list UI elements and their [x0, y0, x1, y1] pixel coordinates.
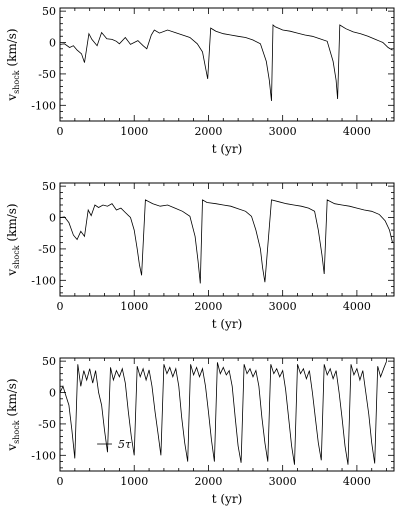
y-tick-label: -50: [38, 68, 56, 81]
chart-panel-1: 0 1000 2000 3000 4000 50 0 -50 -100 t (yr) vshock …: [5, 5, 395, 156]
y-tick-label: 0: [49, 212, 56, 225]
x-tick-label: 0: [57, 300, 64, 313]
y-tick-label: -50: [38, 418, 56, 431]
x-tick-label: 0: [57, 475, 64, 488]
y-tick-label: 50: [42, 355, 56, 368]
series-line-1: [59, 24, 393, 101]
x-tick-label: 3000: [269, 475, 297, 488]
plot-frame: [59, 357, 395, 472]
x-tick-label: 2000: [194, 125, 222, 138]
series-line-1: [59, 199, 393, 284]
x-tick-label: 0: [57, 125, 64, 138]
y-tick-label: 50: [42, 180, 56, 193]
x-axis-title: t (yr): [212, 492, 243, 506]
y-tick-label: -100: [31, 99, 56, 112]
y-tick-label: -50: [38, 243, 56, 256]
x-tick-label: 1000: [120, 300, 148, 313]
y-tick-label: 0: [49, 387, 56, 400]
x-tick-label: 4000: [343, 475, 371, 488]
y-tick-label: -100: [31, 449, 56, 462]
x-tick-label: 1000: [120, 125, 148, 138]
plot-frame: [59, 182, 395, 297]
y-tick-label: 50: [42, 5, 56, 18]
series-line-1: [59, 360, 387, 465]
plot-frame: [59, 7, 395, 122]
y-tick-label: 0: [49, 37, 56, 50]
x-axis-title: t (yr): [212, 142, 243, 156]
y-axis-title: vshock (km/s): [5, 203, 21, 276]
y-tick-label: -100: [31, 274, 56, 287]
x-tick-label: 3000: [269, 125, 297, 138]
x-axis-title: t (yr): [212, 317, 243, 331]
x-tick-label: 3000: [269, 300, 297, 313]
x-tick-label: 4000: [343, 125, 371, 138]
y-axis-title: vshock (km/s): [5, 28, 21, 101]
x-tick-label: 2000: [194, 300, 222, 313]
y-axis-title: vshock (km/s): [5, 378, 21, 451]
x-tick-label: 2000: [194, 475, 222, 488]
chart-panel-3: 0 1000 2000 3000 4000 50 0 -50 -100 t (yr) vshock …: [5, 355, 395, 506]
legend-label: 5τ: [118, 438, 132, 451]
x-tick-label: 1000: [120, 475, 148, 488]
chart-panel-2: 0 1000 2000 3000 4000 50 0 -50 -100 t (yr) vshock …: [5, 180, 395, 331]
x-tick-label: 4000: [343, 300, 371, 313]
